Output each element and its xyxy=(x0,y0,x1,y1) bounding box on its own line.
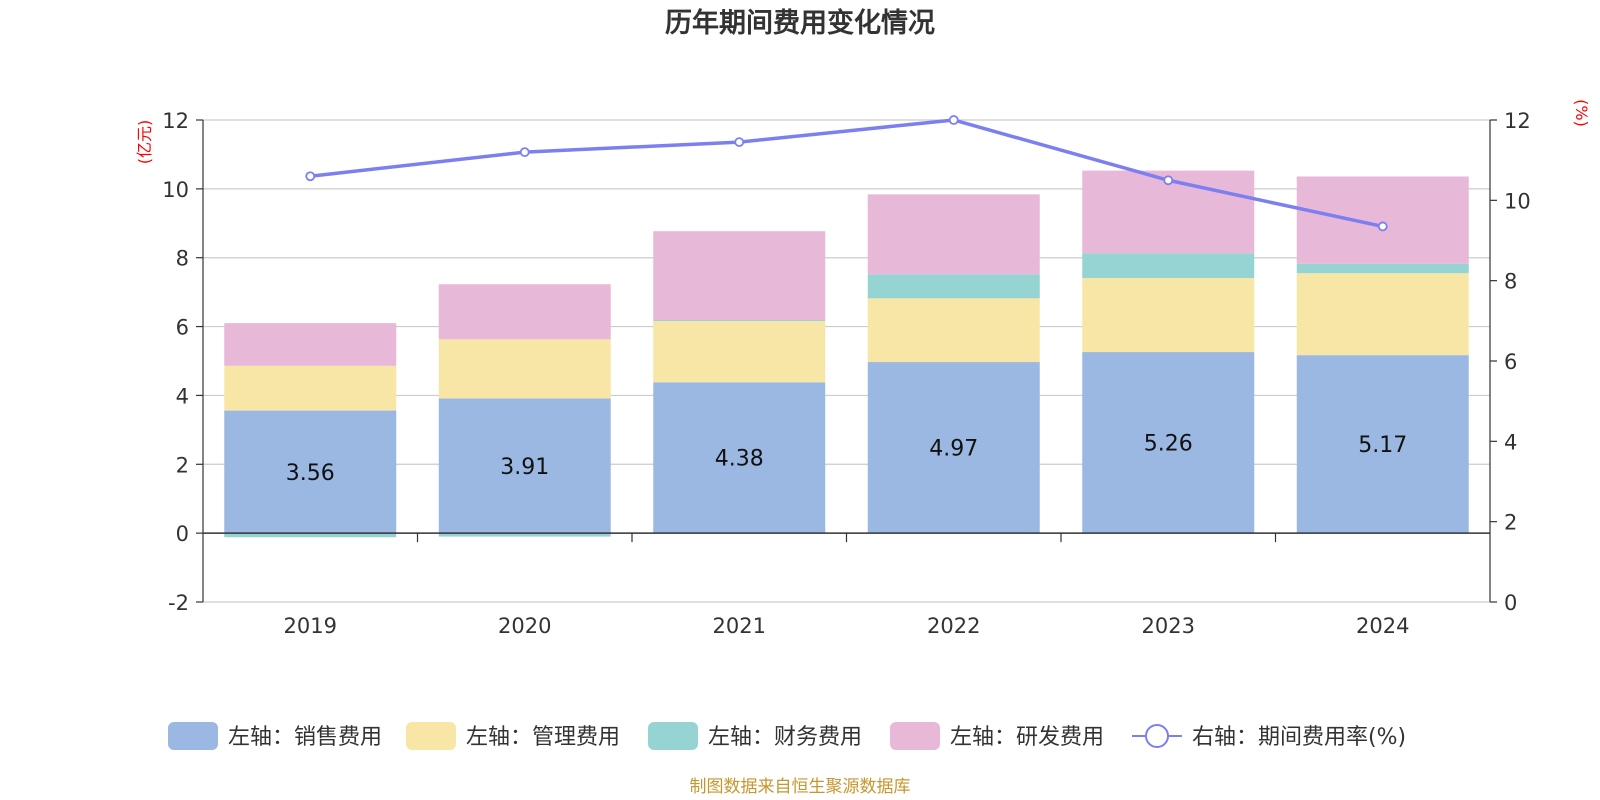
left-axis-unit: (亿元) xyxy=(135,120,154,165)
right-axis-tick-label: 0 xyxy=(1504,591,1517,615)
bar-segment xyxy=(653,382,826,534)
left-axis-tick-label: 10 xyxy=(162,178,189,202)
legend-swatch xyxy=(406,722,456,750)
bars xyxy=(224,170,1469,538)
bar-segment xyxy=(1296,273,1469,356)
right-axis-tick-label: 6 xyxy=(1504,350,1517,374)
bar-segment xyxy=(438,339,611,399)
bar-segment xyxy=(1082,278,1255,353)
legend-label: 左轴：财务费用 xyxy=(708,725,862,750)
legend-label: 左轴：研发费用 xyxy=(950,725,1104,750)
legend-marker-swatch xyxy=(1145,724,1169,748)
x-axis-tick-label: 2023 xyxy=(1142,614,1195,638)
bar-segment xyxy=(867,362,1040,534)
rate-line-point xyxy=(519,147,530,158)
bar-segment xyxy=(867,298,1040,363)
bar-value-label: 5.17 xyxy=(1358,433,1407,458)
right-axis-tick-label: 12 xyxy=(1504,109,1531,133)
rate-line-point xyxy=(305,171,316,182)
bar-value-label: 3.56 xyxy=(286,461,335,486)
bar-segment xyxy=(438,398,611,534)
bar-segment xyxy=(438,533,611,537)
x-axis-tick-label: 2021 xyxy=(713,614,766,638)
legend-label: 左轴：销售费用 xyxy=(228,725,382,750)
bar-segment xyxy=(224,323,397,366)
rate-line-point xyxy=(1377,221,1388,232)
axes: -2 0 2 4 6 8 10 12 0 2 4 6 8 10 12 2019 2020 2021 2022 2023… xyxy=(162,109,1530,638)
right-axis-tick-label: 8 xyxy=(1504,270,1517,294)
bar-segment xyxy=(224,410,397,534)
bar-segment xyxy=(653,320,826,322)
x-axis-tick-label: 2024 xyxy=(1356,614,1409,638)
x-axis-tick-label: 2019 xyxy=(284,614,337,638)
legend-swatch xyxy=(648,722,698,750)
chart-title: 历年期间费用变化情况 xyxy=(665,7,935,39)
x-axis-tick-label: 2022 xyxy=(927,614,980,638)
rate-line-point xyxy=(734,137,745,147)
bar-labels: 3.56 3.91 4.38 4.97 5.26 5.17 xyxy=(286,432,1407,486)
bar-segment xyxy=(224,365,397,411)
left-axis-tick-label: 6 xyxy=(176,316,189,340)
bar-segment xyxy=(867,274,1040,299)
rate-line xyxy=(305,115,1388,232)
right-axis-tick-label: 10 xyxy=(1504,189,1531,213)
left-axis-tick-label: 12 xyxy=(162,109,189,133)
bar-value-label: 3.91 xyxy=(500,455,549,480)
left-axis-tick-label: -2 xyxy=(168,591,189,615)
rate-line-point xyxy=(948,115,959,125)
legend-swatch xyxy=(168,722,218,750)
right-axis-unit: (%) xyxy=(1572,99,1591,127)
bar-segment xyxy=(867,194,1040,275)
left-axis-tick-label: 4 xyxy=(176,384,189,408)
left-axis-tick-label: 2 xyxy=(176,453,189,477)
x-axis-tick-label: 2020 xyxy=(498,614,551,638)
data-source-note: 制图数据来自恒生聚源数据库 xyxy=(690,777,911,797)
bar-value-label: 4.38 xyxy=(715,447,764,472)
bar-segment xyxy=(438,284,611,340)
bar-value-label: 5.26 xyxy=(1144,432,1193,457)
bar-segment xyxy=(1082,253,1255,279)
bar-segment xyxy=(653,321,826,383)
legend-swatch xyxy=(890,722,940,750)
bar-segment xyxy=(224,533,397,538)
rate-line-path xyxy=(310,118,1384,229)
right-axis-tick-label: 4 xyxy=(1504,430,1517,454)
bar-value-label: 4.97 xyxy=(929,437,978,462)
legend-label: 右轴：期间费用率(%) xyxy=(1192,725,1406,750)
left-axis-tick-label: 0 xyxy=(176,522,189,546)
left-axis-tick-label: 8 xyxy=(176,247,189,271)
legend: 左轴：销售费用 左轴：管理费用 左轴：财务费用 左轴：研发费用 右轴：期间费用率(%) xyxy=(168,722,1406,750)
bar-segment xyxy=(653,231,826,321)
right-axis-tick-label: 2 xyxy=(1504,511,1517,535)
legend-label: 左轴：管理费用 xyxy=(466,725,620,750)
bar-segment xyxy=(1296,176,1469,264)
rate-line-point xyxy=(1163,175,1174,186)
bar-segment xyxy=(1296,263,1469,274)
bar-segment xyxy=(1296,355,1469,534)
grid xyxy=(203,119,1490,603)
bar-segment xyxy=(1082,352,1255,534)
